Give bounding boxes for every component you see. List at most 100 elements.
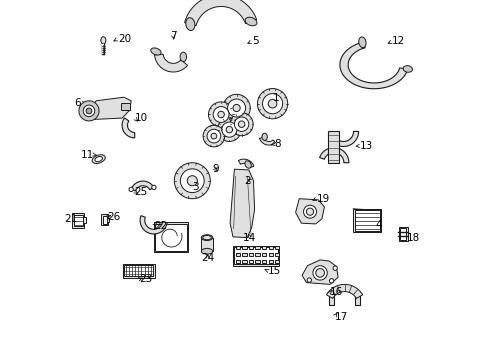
Polygon shape xyxy=(131,181,154,191)
Circle shape xyxy=(238,121,244,127)
Circle shape xyxy=(206,129,220,143)
Circle shape xyxy=(306,208,313,215)
Circle shape xyxy=(203,125,224,147)
Bar xyxy=(262,260,266,263)
Text: 18: 18 xyxy=(406,233,419,243)
Ellipse shape xyxy=(402,66,411,72)
Circle shape xyxy=(303,205,316,218)
Text: 1: 1 xyxy=(273,93,279,103)
Bar xyxy=(268,253,272,256)
Ellipse shape xyxy=(358,37,366,48)
Ellipse shape xyxy=(185,18,195,31)
Polygon shape xyxy=(302,260,337,284)
Bar xyxy=(352,209,381,232)
Circle shape xyxy=(262,94,282,114)
Circle shape xyxy=(232,104,240,112)
Bar xyxy=(248,246,253,249)
Text: 5: 5 xyxy=(251,36,258,46)
Polygon shape xyxy=(154,54,187,72)
Circle shape xyxy=(213,107,228,122)
Bar xyxy=(398,227,407,241)
Bar xyxy=(242,260,246,263)
Circle shape xyxy=(211,133,216,139)
Circle shape xyxy=(268,99,276,108)
Text: 13: 13 xyxy=(359,141,372,151)
Circle shape xyxy=(217,118,241,141)
Polygon shape xyxy=(326,284,362,298)
Text: 16: 16 xyxy=(329,287,343,297)
Bar xyxy=(122,264,154,278)
Text: 21: 21 xyxy=(64,214,77,224)
Bar xyxy=(74,215,82,226)
Polygon shape xyxy=(328,131,358,147)
Circle shape xyxy=(223,94,250,122)
Polygon shape xyxy=(259,137,275,145)
Ellipse shape xyxy=(244,161,251,168)
Bar xyxy=(102,216,107,224)
Bar xyxy=(255,246,259,249)
Text: 26: 26 xyxy=(107,212,121,222)
Bar xyxy=(262,246,266,249)
Circle shape xyxy=(83,105,95,117)
Bar xyxy=(235,246,240,249)
Circle shape xyxy=(86,108,92,114)
Ellipse shape xyxy=(150,48,161,55)
Text: 7: 7 xyxy=(169,31,176,41)
Bar xyxy=(248,260,253,263)
Bar xyxy=(121,103,130,110)
Bar xyxy=(248,253,253,256)
Text: 12: 12 xyxy=(391,36,405,46)
Bar xyxy=(235,260,240,263)
Bar xyxy=(255,260,259,263)
Bar xyxy=(101,214,108,225)
Ellipse shape xyxy=(129,187,133,192)
Polygon shape xyxy=(122,118,134,138)
Bar xyxy=(354,210,379,231)
Bar xyxy=(275,260,279,263)
Text: 9: 9 xyxy=(212,164,219,174)
Text: 19: 19 xyxy=(316,194,329,204)
Bar xyxy=(242,246,246,249)
Text: 11: 11 xyxy=(81,150,94,160)
Ellipse shape xyxy=(101,37,106,44)
Text: 10: 10 xyxy=(134,113,147,123)
Ellipse shape xyxy=(95,157,102,162)
Polygon shape xyxy=(230,169,254,238)
Ellipse shape xyxy=(244,17,256,26)
Polygon shape xyxy=(319,148,348,163)
Circle shape xyxy=(222,122,237,137)
Circle shape xyxy=(329,279,333,283)
Circle shape xyxy=(306,278,311,282)
Text: 3: 3 xyxy=(192,182,199,192)
Ellipse shape xyxy=(151,185,156,189)
Bar xyxy=(153,222,187,252)
Bar xyxy=(232,246,279,266)
Bar xyxy=(124,265,153,276)
Circle shape xyxy=(234,117,248,131)
Ellipse shape xyxy=(203,235,211,240)
Polygon shape xyxy=(295,199,324,224)
Bar xyxy=(268,260,272,263)
Text: 24: 24 xyxy=(201,253,214,264)
Circle shape xyxy=(230,113,253,136)
Circle shape xyxy=(312,266,326,280)
Text: 23: 23 xyxy=(139,274,152,284)
Text: 15: 15 xyxy=(267,266,281,276)
Polygon shape xyxy=(184,0,256,26)
Bar xyxy=(275,253,279,256)
Circle shape xyxy=(257,89,287,119)
Bar xyxy=(201,238,212,251)
Bar xyxy=(83,217,86,223)
Polygon shape xyxy=(328,292,334,305)
Text: 22: 22 xyxy=(153,221,167,231)
Bar xyxy=(275,246,279,249)
Bar xyxy=(399,228,406,240)
Text: 6: 6 xyxy=(74,98,81,108)
Ellipse shape xyxy=(92,155,105,163)
Polygon shape xyxy=(355,292,359,305)
Ellipse shape xyxy=(180,52,186,62)
Ellipse shape xyxy=(201,248,212,254)
Circle shape xyxy=(227,99,245,117)
Text: 4: 4 xyxy=(375,220,382,230)
Ellipse shape xyxy=(262,133,267,140)
